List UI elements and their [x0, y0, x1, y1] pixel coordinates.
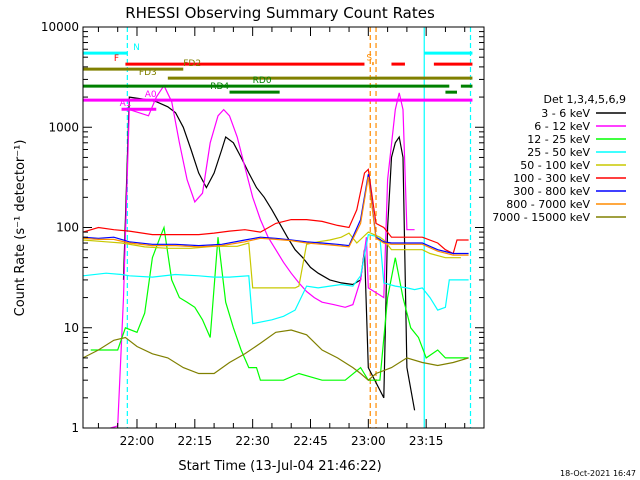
legend-entry-label: 100 - 300 keV	[513, 172, 590, 185]
legend-entry-label: 50 - 100 keV	[520, 159, 590, 172]
x-tick-label: 23:15	[409, 434, 444, 448]
y-tick-label: 10	[64, 321, 79, 335]
flag-bar-label: A0	[145, 90, 157, 100]
y-tick-label: 100	[56, 221, 79, 235]
legend-title: Det 1,3,4,5,6,9	[543, 93, 626, 106]
y-tick-label: 1	[71, 421, 79, 435]
flag-bar-label: S	[366, 54, 372, 64]
series-line	[90, 84, 415, 428]
y-tick-label: 10000	[41, 20, 79, 34]
footer-date: 18-Oct-2021 16:47	[560, 469, 636, 478]
series-group	[83, 84, 469, 428]
flag-bar-label: FD3	[139, 68, 157, 78]
legend-entry-label: 6 - 12 keV	[534, 120, 590, 133]
x-tick-label: 22:00	[120, 434, 155, 448]
flag-bar-label: A1	[120, 99, 132, 109]
series-line	[83, 174, 469, 255]
y-tick-label: 1000	[48, 120, 79, 134]
chart-title: RHESSI Observing Summary Count Rates	[125, 4, 435, 22]
legend-entry-label: 300 - 800 keV	[513, 185, 590, 198]
legend-entry-label: 800 - 7000 keV	[506, 198, 590, 211]
legend-entry-label: 3 - 6 keV	[541, 107, 590, 120]
series-line	[83, 233, 469, 325]
series-line	[83, 168, 469, 255]
y-axis-label: Count Rate (s⁻¹ detector⁻¹)	[13, 140, 28, 317]
x-axis-label: Start Time (13-Jul-04 21:46:22)	[178, 459, 381, 474]
series-line	[83, 176, 469, 256]
flag-bar-label: RD4	[210, 82, 229, 92]
legend-entry-label: 7000 - 15000 keV	[492, 211, 590, 224]
x-tick-label: 23:00	[351, 434, 386, 448]
flag-bar-label: N	[133, 43, 140, 53]
flag-bar-label: FD2	[183, 59, 201, 69]
legend-entry-label: 12 - 25 keV	[527, 133, 590, 146]
x-tick-label: 22:15	[178, 434, 213, 448]
flag-bar-label: F	[114, 54, 119, 64]
flag-bar-label: RD0	[253, 76, 272, 86]
x-tick-label: 22:30	[235, 434, 270, 448]
plot-area: N S F FD2 FD3 RD0 RD4 A0 A1 1 10 100 1000 10000 22:00 2…	[41, 20, 485, 448]
series-line	[83, 329, 469, 381]
series-line	[122, 96, 416, 411]
legend-entry-label: 25 - 50 keV	[527, 146, 590, 159]
series-line	[90, 225, 469, 381]
x-tick-label: 22:45	[293, 434, 328, 448]
